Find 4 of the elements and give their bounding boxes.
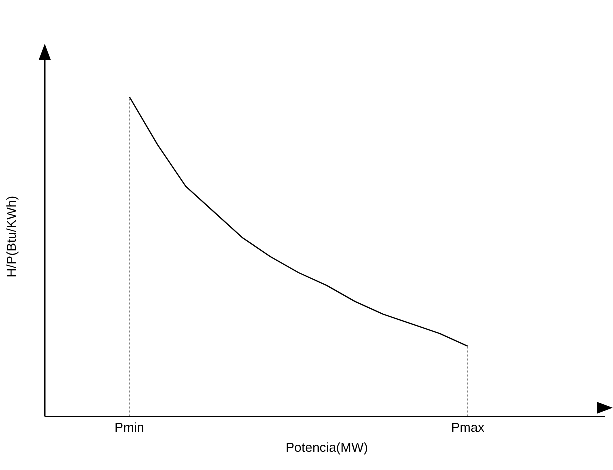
x-axis-title: Potencia(MW) — [286, 440, 368, 455]
y-axis-title: H/P(Btu/KWh) — [4, 196, 19, 278]
x-tick-label: Pmax — [451, 420, 486, 436]
x-tick-label: Pmin — [114, 420, 144, 436]
